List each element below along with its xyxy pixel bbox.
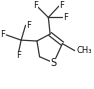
- Text: F: F: [33, 1, 38, 10]
- Text: CH₃: CH₃: [76, 46, 92, 55]
- Text: F: F: [63, 13, 68, 22]
- Text: F: F: [59, 1, 64, 10]
- Text: S: S: [51, 58, 57, 68]
- Text: F: F: [16, 51, 21, 60]
- Text: F: F: [26, 21, 31, 30]
- Text: F: F: [0, 30, 5, 39]
